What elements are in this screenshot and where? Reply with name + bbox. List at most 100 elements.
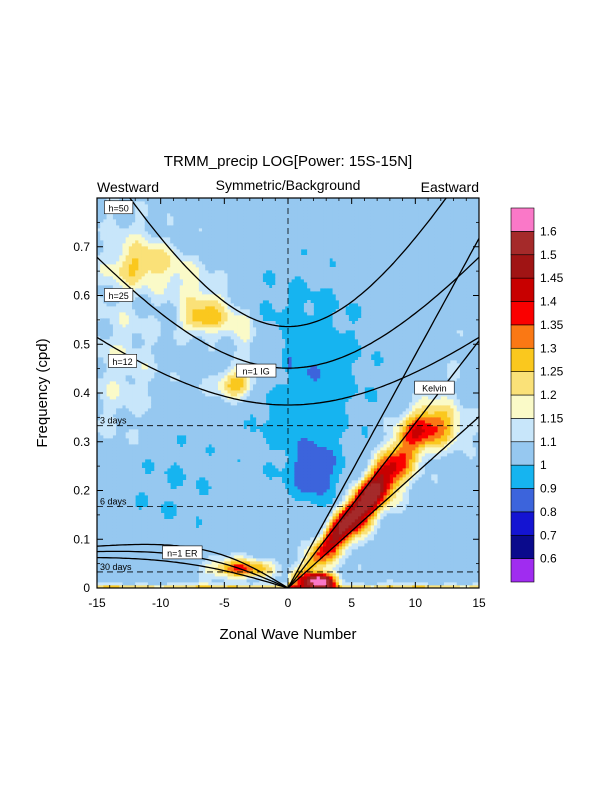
power-cell — [112, 510, 117, 514]
power-cell — [182, 360, 187, 364]
power-cell — [189, 291, 193, 295]
power-cell — [132, 216, 136, 220]
power-cell — [186, 531, 190, 535]
power-cell — [100, 528, 104, 532]
power-cell — [122, 420, 127, 424]
power-cell — [97, 471, 101, 475]
power-cell — [192, 582, 197, 586]
power-cell — [128, 429, 133, 433]
power-cell — [151, 309, 155, 313]
power-cell — [116, 270, 120, 274]
power-cell — [217, 519, 222, 523]
power-cell — [132, 243, 136, 247]
power-cell — [205, 357, 209, 361]
power-cell — [221, 465, 225, 469]
power-cell — [97, 210, 101, 214]
power-cell — [186, 465, 190, 469]
power-cell — [195, 513, 200, 517]
power-cell — [160, 420, 165, 424]
power-cell — [214, 516, 219, 520]
power-cell — [128, 411, 133, 415]
power-cell — [176, 498, 181, 502]
power-cell — [147, 309, 152, 313]
power-cell — [221, 501, 225, 505]
power-cell — [116, 234, 120, 238]
power-cell — [144, 330, 149, 334]
power-cell — [109, 237, 114, 241]
power-cell — [116, 441, 120, 445]
power-cell — [170, 579, 174, 583]
power-cell — [141, 324, 146, 328]
power-cell — [176, 363, 181, 367]
power-cell — [151, 492, 155, 496]
power-cell — [109, 414, 114, 418]
power-cell — [141, 423, 146, 427]
power-cell — [112, 315, 117, 319]
power-cell — [144, 375, 149, 379]
power-cell — [189, 408, 193, 412]
power-cell — [163, 228, 168, 232]
power-cell — [97, 357, 101, 361]
power-cell — [151, 375, 155, 379]
power-cell — [106, 372, 111, 376]
power-cell — [208, 327, 212, 331]
power-cell — [151, 420, 155, 424]
power-cell — [116, 243, 120, 247]
power-cell — [192, 213, 197, 217]
power-cell — [100, 357, 104, 361]
power-cell — [141, 249, 146, 253]
power-cell — [154, 267, 158, 271]
power-cell — [109, 480, 114, 484]
power-cell — [182, 327, 187, 331]
power-cell — [157, 381, 162, 385]
power-cell — [163, 354, 168, 358]
power-cell — [167, 333, 171, 337]
power-cell — [106, 285, 111, 289]
power-cell — [195, 360, 200, 364]
power-cell — [208, 207, 212, 211]
power-cell — [189, 324, 193, 328]
power-cell — [132, 285, 136, 289]
power-cell — [167, 537, 171, 541]
power-cell — [122, 264, 127, 268]
power-cell — [189, 402, 193, 406]
power-cell — [103, 357, 107, 361]
power-cell — [128, 462, 133, 466]
power-cell — [103, 270, 107, 274]
power-cell — [128, 270, 133, 274]
power-cell — [154, 324, 158, 328]
power-cell — [122, 525, 127, 529]
power-cell — [221, 567, 225, 571]
power-cell — [112, 474, 117, 478]
power-cell — [106, 444, 111, 448]
power-cell — [160, 234, 165, 238]
power-cell — [154, 537, 158, 541]
power-cell — [125, 564, 130, 568]
power-cell — [154, 366, 158, 370]
power-cell — [138, 273, 142, 277]
power-cell — [176, 351, 181, 355]
power-cell — [97, 474, 101, 478]
power-cell — [135, 366, 139, 370]
power-cell — [170, 390, 174, 394]
power-cell — [214, 324, 219, 328]
power-cell — [147, 501, 152, 505]
power-cell — [173, 567, 177, 571]
power-cell — [151, 474, 155, 478]
power-cell — [141, 522, 146, 526]
power-cell — [176, 342, 181, 346]
power-cell — [221, 471, 225, 475]
power-cell — [173, 204, 177, 208]
power-cell — [208, 273, 212, 277]
power-cell — [211, 252, 216, 256]
power-cell — [147, 354, 152, 358]
power-cell — [195, 357, 200, 361]
power-cell — [132, 390, 136, 394]
power-cell — [100, 252, 104, 256]
power-cell — [116, 225, 120, 229]
power-cell — [173, 447, 177, 451]
power-cell — [122, 213, 127, 217]
power-cell — [100, 378, 104, 382]
power-cell — [214, 225, 219, 229]
power-cell — [167, 255, 171, 259]
